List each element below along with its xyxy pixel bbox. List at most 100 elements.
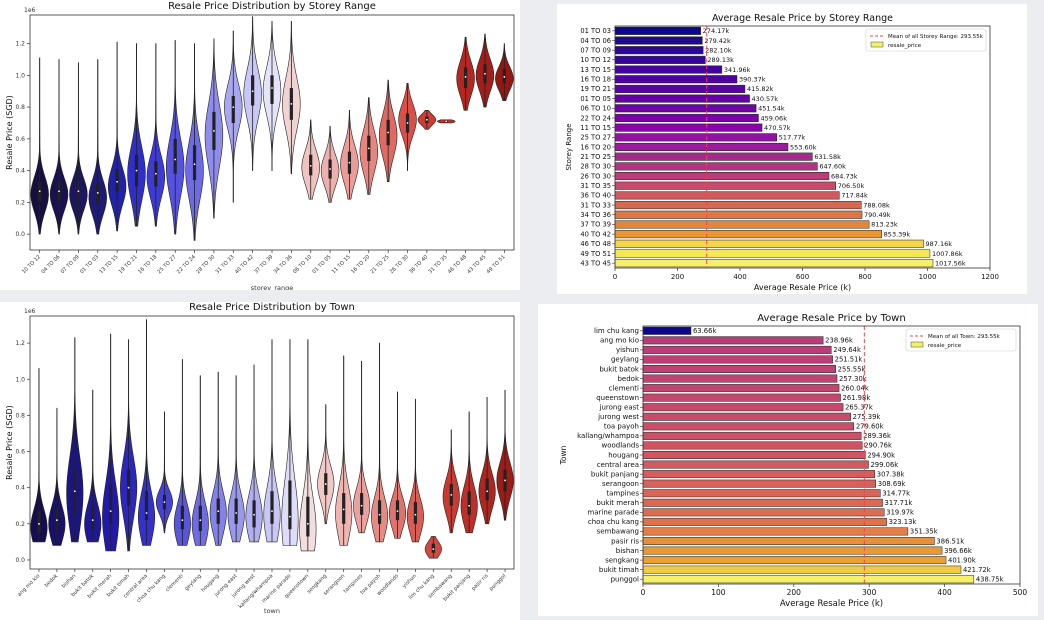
x-tick-label: ang mo kio (17, 573, 42, 598)
y-tick-label: 1.2 (15, 41, 25, 48)
bar-value-label: 647.60k (819, 163, 846, 171)
y-tick-label: 0.8 (15, 104, 25, 111)
y-tick-label: 1.0 (15, 376, 25, 383)
bar-value-label: 294.90k (867, 451, 895, 459)
bar-value-label: 341.96k (724, 66, 751, 74)
bar-value-label: 290.76k (864, 442, 892, 450)
bar (614, 84, 746, 93)
chart-title: Resale Price Distribution by Town (189, 302, 355, 313)
plot-frame (642, 325, 1021, 585)
violin-median (486, 490, 489, 493)
violin-box (109, 484, 113, 524)
x-tick-label: 06 TO 10 (292, 254, 313, 275)
legend-box (905, 328, 1017, 352)
bar-value-label: 459.06k (760, 114, 787, 122)
bar-value-label: 289.36k (863, 432, 891, 440)
bar (642, 460, 869, 469)
bar-value-label: 415.82k (747, 85, 774, 93)
y-tick-label: 0.2 (15, 521, 25, 528)
x-axis-label: storey_range (251, 284, 293, 290)
x-tick-label: 26 TO 30 (389, 254, 410, 275)
bar (614, 249, 931, 258)
violin-box (360, 493, 364, 515)
bar (642, 326, 692, 335)
y-tick-label: bishan (616, 547, 639, 555)
violin-box (270, 491, 274, 524)
bar (614, 152, 813, 161)
x-tick-label: 0 (613, 273, 617, 281)
x-tick-label: 01 TO 05 (311, 254, 332, 275)
storey-violin-chart: Resale Price Distribution by Storey Rang… (5, 1, 515, 290)
bar (642, 393, 841, 402)
y-tick-label: 0.6 (15, 136, 25, 143)
violin-median (232, 106, 235, 108)
violin-median (342, 508, 345, 511)
violin-median (213, 130, 215, 132)
bar-value-label: 274.17k (703, 27, 730, 35)
y-tick-label: punggol (611, 576, 639, 584)
y-tick-label: 0.4 (15, 168, 25, 175)
bar (614, 26, 701, 35)
bar (614, 162, 818, 171)
y-tick-label: geylang (611, 356, 639, 364)
x-tick-label: 37 TO 39 (253, 254, 274, 275)
y-tick-label: queenstown (596, 394, 639, 402)
bar-value-label: 319.97k (886, 509, 914, 517)
bar (642, 336, 824, 345)
y-tick-label: bukit panjang (591, 470, 639, 478)
y-tick-label: 34 TO 36 (580, 211, 611, 219)
x-tick-label: 500 (1013, 588, 1028, 597)
bar (614, 259, 934, 268)
violin-box (234, 498, 238, 524)
legend-mean-label: Mean of all Storey Range: 293.55k (888, 34, 984, 40)
violin-median (55, 519, 58, 522)
y-tick-label: serangoon (602, 480, 639, 488)
violin-median (58, 190, 60, 193)
bar-value-label: 987.16k (925, 240, 952, 248)
violin-median (163, 501, 166, 504)
violin-box (55, 507, 59, 530)
bar (642, 527, 909, 536)
violin-box (173, 138, 177, 174)
legend-box (865, 28, 987, 52)
y-axis-label: Resale Price (SGD) (5, 405, 14, 480)
violin-box (192, 145, 197, 181)
x-tick-label: 16 TO 20 (350, 254, 371, 275)
bar (642, 498, 883, 507)
x-tick-label: 600 (796, 273, 809, 281)
x-tick-label: 200 (787, 588, 802, 597)
y-tick-label: jurong west (597, 413, 639, 421)
violin-median (425, 118, 428, 121)
y-tick-label: 26 TO 30 (580, 172, 611, 180)
y-tick-label: 04 TO 06 (580, 37, 611, 45)
town-bar-panel: Average Resale Price by Town 63.66k lim ch… (538, 304, 1038, 616)
y-axis-label: Town (559, 445, 568, 465)
y-tick-label: 28 TO 30 (580, 163, 611, 171)
bar-value-label: 260.04k (841, 384, 869, 392)
y-tick-label: lim chu kang (594, 327, 639, 335)
violin-box (270, 75, 274, 104)
violin-box (144, 491, 149, 521)
violin-median (91, 519, 94, 522)
bar (614, 239, 924, 248)
violin-box (377, 500, 382, 524)
bar (642, 517, 887, 526)
y-tick-label: 11 TO 15 (580, 124, 611, 132)
bar (614, 36, 703, 45)
y-scale-label: 1e6 (24, 308, 36, 315)
violin-median (251, 90, 254, 93)
x-tick-label: 40 TO 42 (234, 254, 255, 275)
y-tick-label: 06 TO 10 (580, 105, 611, 113)
y-tick-label: 49 TO 51 (580, 250, 611, 258)
violin-box (342, 493, 346, 524)
y-tick-label: bedok (617, 375, 639, 383)
x-tick-label: 11 TO 15 (331, 254, 352, 275)
violin-median (96, 191, 99, 194)
violin-median (378, 513, 381, 516)
bar-value-label: 684.73k (831, 172, 858, 180)
bar (642, 374, 838, 383)
bar (642, 556, 947, 565)
y-tick-label: 46 TO 48 (580, 240, 611, 248)
violin-box (198, 505, 202, 532)
plot-frame (614, 25, 991, 269)
